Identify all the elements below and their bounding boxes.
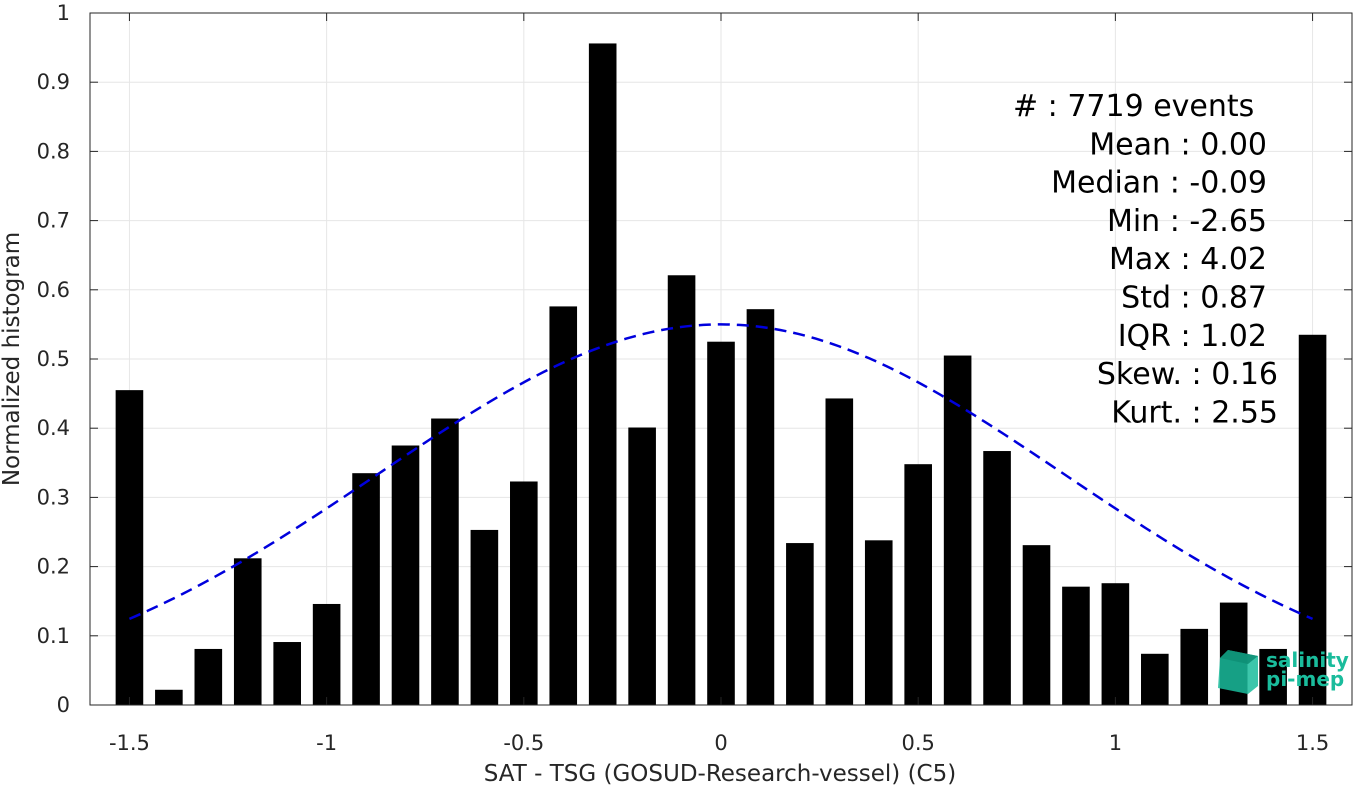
histogram-bar [667,275,696,705]
y-tick-label: 0.8 [37,139,70,163]
histogram-bar [1022,545,1051,705]
x-axis-label: SAT - TSG (GOSUD-Research-vessel) (C5) [484,761,956,785]
histogram-bar [825,398,854,705]
histogram-bar [1298,334,1327,705]
x-tick-label: 1 [1109,731,1122,755]
stat-line: Std : 0.87 [1121,281,1267,316]
histogram-bar [864,540,893,705]
histogram-bar [391,445,420,705]
histogram-bar [746,309,775,705]
stat-line: Mean : 0.00 [1089,127,1267,162]
logo-line1: salinity [1266,648,1349,672]
y-tick-label: 0.4 [37,416,70,440]
histogram-bar [352,473,380,705]
histogram-bar [588,43,617,705]
y-axis-ticks: 0 0.1 0.2 0.3 0.4 0.5 0.6 0.7 0.8 0.9 1 [37,1,1352,717]
stat-line: Min : -2.65 [1107,204,1267,239]
salinity-pimep-logo: salinity pi-mep [1218,648,1349,694]
histogram-bar [115,390,144,705]
y-tick-label: 1 [57,1,70,25]
y-tick-label: 0.3 [37,485,70,509]
y-tick-label: 0 [57,693,70,717]
histogram-bar [312,603,341,705]
logo-line2: pi-mep [1266,667,1344,691]
stat-line: # : 7719 events [1013,89,1254,124]
stat-line: Kurt. : 2.55 [1111,395,1278,430]
histogram-bar [943,355,972,705]
histogram-bar [904,464,932,705]
histogram-bar [983,451,1011,705]
histogram-bar [273,642,301,705]
x-tick-label: 0 [714,731,727,755]
y-tick-label: 0.1 [37,624,70,648]
x-tick-label: 1.5 [1296,731,1329,755]
histogram-bar [628,427,656,705]
histogram-bar [1062,586,1090,705]
y-tick-label: 0.9 [37,70,70,94]
x-tick-label: -1.5 [109,731,150,755]
y-tick-label: 0.5 [37,347,70,371]
histogram-bar [470,529,499,705]
stat-line: Skew. : 0.16 [1097,357,1278,392]
histogram-bar [155,689,183,705]
stat-line: Max : 4.02 [1109,242,1267,277]
y-tick-label: 0.6 [37,278,70,302]
stat-line: Median : -0.09 [1051,166,1267,201]
x-axis-ticks: -1.5 -1 -0.5 0 0.5 1 1.5 [109,13,1329,755]
histogram-bar [1259,648,1287,705]
histogram-bar [510,481,538,705]
stat-line: IQR : 1.02 [1118,319,1267,354]
y-tick-label: 0.2 [37,555,70,579]
histogram-bar [1141,653,1169,705]
histogram-bar [194,648,223,705]
x-tick-label: -0.5 [503,731,544,755]
y-axis-label: Normalized histogram [0,232,25,486]
histogram-bar [431,418,459,705]
histogram-bar [707,341,735,705]
histogram-bar [1101,583,1130,705]
x-tick-label: -1 [316,731,337,755]
normal-fit-curve [128,323,1314,621]
histogram-bar [786,543,814,705]
y-tick-label: 0.7 [37,209,70,233]
histogram-bar [549,306,578,705]
logo-cube-face-icon [1220,650,1258,664]
histogram-bar [1180,628,1209,705]
x-tick-label: 0.5 [901,731,934,755]
histogram-bar [233,558,262,705]
